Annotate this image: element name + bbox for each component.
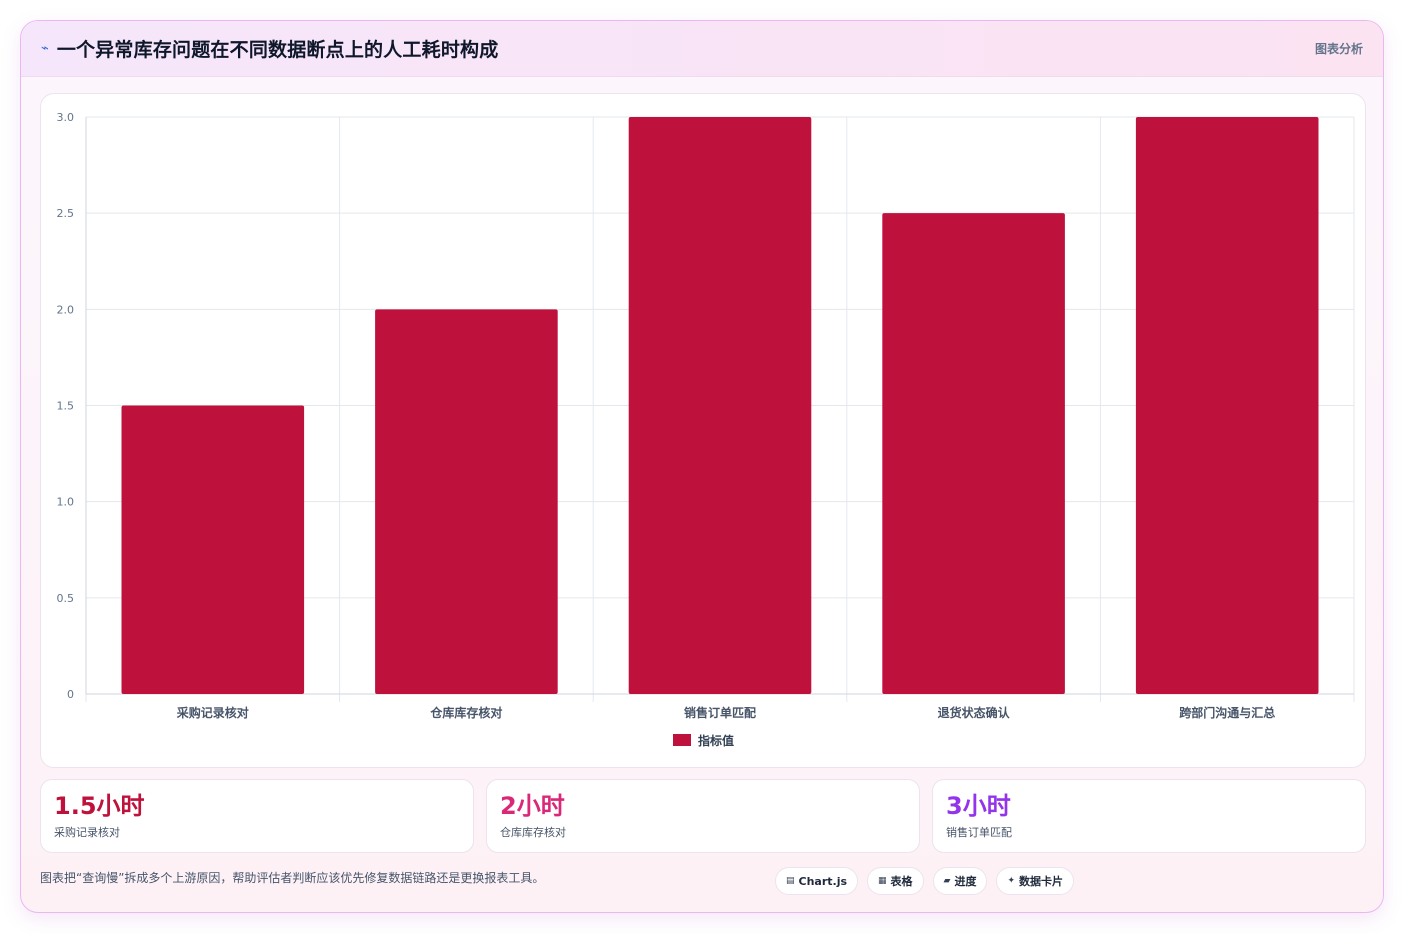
- chart-footnote: 图表把“查询慢”拆成多个上游原因，帮助评估者判断应该优先修复数据链路还是更换报表…: [40, 871, 545, 885]
- pill-data-cards[interactable]: ✦ 数据卡片: [996, 867, 1075, 895]
- progress-icon: ▰: [943, 876, 951, 886]
- chart-icon: ⌁: [41, 41, 49, 56]
- pill-progress[interactable]: ▰ 进度: [932, 867, 988, 895]
- bar: [375, 309, 558, 694]
- bar: [1135, 117, 1319, 694]
- page-title: 一个异常库存问题在不同数据断点上的人工耗时构成: [56, 39, 499, 61]
- legend-swatch: [673, 734, 691, 746]
- pill-label: 数据卡片: [1019, 875, 1064, 888]
- chart-card: ⌁ 一个异常库存问题在不同数据断点上的人工耗时构成 图表分析 0 0.5 1.0 1.…: [20, 20, 1384, 913]
- stat-value: 1.5小时: [54, 792, 145, 820]
- x-tick-label: 仓库库存核对: [429, 705, 502, 720]
- stat-card-2: 2小时 仓库库存核对: [486, 779, 920, 853]
- y-tick-label: 2.0: [57, 303, 75, 316]
- pill-label: 进度: [954, 875, 977, 888]
- stat-card-3: 3小时 销售订单匹配: [932, 779, 1366, 853]
- stat-value: 3小时: [946, 792, 1011, 820]
- stat-label: 销售订单匹配: [946, 826, 1012, 839]
- stat-value: 2小时: [500, 792, 565, 820]
- y-tick-label: 2.5: [57, 207, 75, 220]
- chart-icon: ▤: [786, 876, 795, 886]
- x-tick-label: 采购记录核对: [176, 705, 249, 720]
- x-tick-label: 退货状态确认: [938, 705, 1011, 720]
- bar-chart: 0 0.5 1.0 1.5 2.0 2.5 3.0 采购记录核对 仓库库存核对 销售订单匹配 退货状…: [57, 111, 1355, 748]
- pill-label: 表格: [890, 875, 913, 888]
- y-tick-label: 0.5: [57, 592, 75, 605]
- x-tick-label: 跨部门沟通与汇总: [1179, 705, 1275, 720]
- stat-card-1: 1.5小时 采购记录核对: [40, 779, 474, 853]
- sparkle-icon: ✦: [1007, 876, 1016, 886]
- card-header: ⌁ 一个异常库存问题在不同数据断点上的人工耗时构成 图表分析: [21, 21, 1383, 77]
- bar: [121, 405, 305, 694]
- x-tick-label: 销售订单匹配: [684, 705, 756, 720]
- y-tick-label: 0: [67, 688, 74, 701]
- pill-chartjs[interactable]: ▤ Chart.js: [775, 867, 859, 895]
- feature-pills: ▤ Chart.js ▦ 表格 ▰ 进度 ✦ 数据卡片: [775, 867, 1075, 895]
- y-tick-label: 1.0: [57, 496, 75, 509]
- chart-panel: 0 0.5 1.0 1.5 2.0 2.5 3.0 采购记录核对 仓库库存核对 销售订单匹配 退货状…: [40, 93, 1366, 768]
- legend-label: 指标值: [698, 733, 734, 748]
- chart-analysis-tag[interactable]: 图表分析: [1314, 42, 1363, 56]
- pill-label: Chart.js: [798, 874, 848, 888]
- stat-label: 采购记录核对: [54, 826, 120, 839]
- stat-label: 仓库库存核对: [500, 826, 566, 839]
- y-tick-label: 1.5: [57, 400, 75, 413]
- bar: [882, 213, 1065, 694]
- bar: [628, 117, 812, 694]
- table-icon: ▦: [878, 876, 887, 886]
- y-tick-label: 3.0: [57, 111, 75, 124]
- pill-table[interactable]: ▦ 表格: [867, 867, 924, 895]
